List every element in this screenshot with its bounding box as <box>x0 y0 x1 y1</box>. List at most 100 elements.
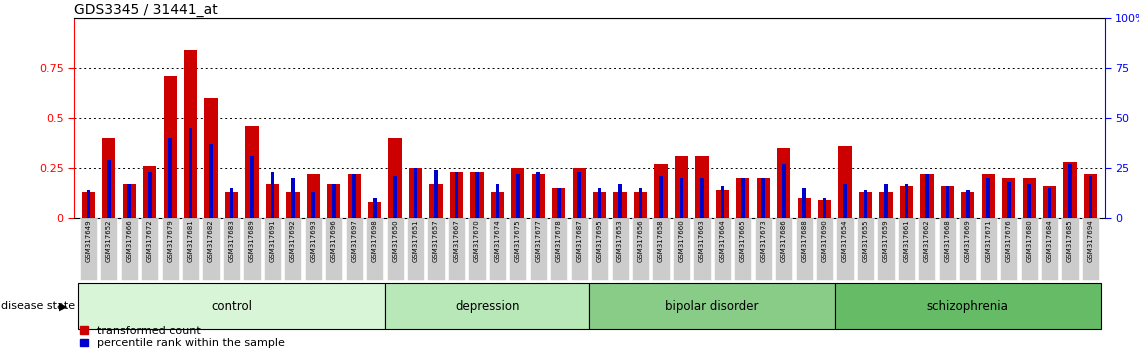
FancyBboxPatch shape <box>612 218 629 280</box>
FancyBboxPatch shape <box>694 218 711 280</box>
FancyBboxPatch shape <box>1062 218 1079 280</box>
Text: GSM317681: GSM317681 <box>188 219 194 262</box>
FancyBboxPatch shape <box>79 283 385 329</box>
Bar <box>986 178 990 218</box>
Bar <box>614 192 626 218</box>
Bar <box>966 190 969 218</box>
FancyBboxPatch shape <box>80 218 97 280</box>
Text: control: control <box>211 300 252 313</box>
FancyBboxPatch shape <box>590 283 835 329</box>
FancyBboxPatch shape <box>244 218 261 280</box>
Bar <box>900 186 913 218</box>
Text: GSM317697: GSM317697 <box>351 219 358 262</box>
Text: GSM317660: GSM317660 <box>679 219 685 262</box>
FancyBboxPatch shape <box>326 218 343 280</box>
Bar <box>144 166 156 218</box>
FancyBboxPatch shape <box>755 218 772 280</box>
Text: depression: depression <box>454 300 519 313</box>
Text: GSM317698: GSM317698 <box>371 219 378 262</box>
Text: ▶: ▶ <box>59 301 67 311</box>
Bar <box>169 138 172 218</box>
Bar <box>1043 186 1056 218</box>
FancyBboxPatch shape <box>877 218 894 280</box>
Text: GSM317668: GSM317668 <box>944 219 950 262</box>
FancyBboxPatch shape <box>776 218 793 280</box>
Bar <box>470 172 484 218</box>
FancyBboxPatch shape <box>795 218 813 280</box>
Text: GSM317650: GSM317650 <box>392 219 399 262</box>
Text: GSM317680: GSM317680 <box>1026 219 1032 262</box>
Text: GSM317691: GSM317691 <box>270 219 276 262</box>
FancyBboxPatch shape <box>959 218 976 280</box>
Bar <box>674 156 688 218</box>
Bar <box>230 188 233 218</box>
Bar <box>265 184 279 218</box>
Text: GSM317665: GSM317665 <box>740 219 746 262</box>
FancyBboxPatch shape <box>182 218 199 280</box>
Bar <box>639 188 642 218</box>
Bar <box>598 188 601 218</box>
FancyBboxPatch shape <box>345 218 363 280</box>
FancyBboxPatch shape <box>898 218 915 280</box>
FancyBboxPatch shape <box>591 218 608 280</box>
Text: GDS3345 / 31441_at: GDS3345 / 31441_at <box>74 3 218 17</box>
Bar <box>781 164 786 218</box>
Bar <box>306 174 320 218</box>
Bar <box>659 176 663 218</box>
Bar <box>802 188 806 218</box>
Bar <box>210 144 213 218</box>
Bar <box>961 192 975 218</box>
Bar <box>409 168 423 218</box>
Text: GSM317686: GSM317686 <box>780 219 787 262</box>
Text: GSM317694: GSM317694 <box>1088 219 1093 262</box>
Text: GSM317688: GSM317688 <box>801 219 808 262</box>
Text: GSM317687: GSM317687 <box>576 219 582 262</box>
Bar <box>532 174 544 218</box>
Text: disease state: disease state <box>1 301 75 311</box>
Text: GSM317672: GSM317672 <box>147 219 153 262</box>
Bar <box>736 178 749 218</box>
FancyBboxPatch shape <box>162 218 179 280</box>
Text: bipolar disorder: bipolar disorder <box>665 300 759 313</box>
Bar <box>715 190 729 218</box>
Bar <box>123 184 136 218</box>
Bar <box>756 178 770 218</box>
Bar <box>925 174 928 218</box>
FancyBboxPatch shape <box>121 218 138 280</box>
Bar <box>879 192 893 218</box>
Bar <box>859 192 872 218</box>
Bar <box>618 184 622 218</box>
Bar <box>822 198 827 218</box>
Bar <box>429 184 443 218</box>
Bar <box>557 188 560 218</box>
Bar <box>347 174 361 218</box>
Text: GSM317689: GSM317689 <box>249 219 255 262</box>
Text: GSM317674: GSM317674 <box>494 219 500 262</box>
Bar <box>495 184 499 218</box>
FancyBboxPatch shape <box>1021 218 1038 280</box>
FancyBboxPatch shape <box>305 218 322 280</box>
Text: GSM317683: GSM317683 <box>229 219 235 262</box>
Bar <box>87 190 90 218</box>
Bar <box>204 98 218 218</box>
Bar <box>128 184 131 218</box>
Bar <box>271 172 274 218</box>
Text: GSM317677: GSM317677 <box>535 219 541 262</box>
Text: GSM317656: GSM317656 <box>638 219 644 262</box>
FancyBboxPatch shape <box>1000 218 1017 280</box>
Bar <box>368 202 382 218</box>
Bar <box>818 200 831 218</box>
Text: GSM317669: GSM317669 <box>965 219 970 262</box>
Bar <box>292 178 295 218</box>
Bar <box>777 148 790 218</box>
Bar <box>838 146 852 218</box>
Text: GSM317657: GSM317657 <box>433 219 439 262</box>
Text: GSM317664: GSM317664 <box>720 219 726 262</box>
Bar <box>82 192 95 218</box>
Bar <box>224 192 238 218</box>
Bar <box>552 188 565 218</box>
Bar <box>454 172 458 218</box>
Text: GSM317658: GSM317658 <box>658 219 664 262</box>
Bar <box>1007 182 1010 218</box>
Bar <box>434 170 437 218</box>
